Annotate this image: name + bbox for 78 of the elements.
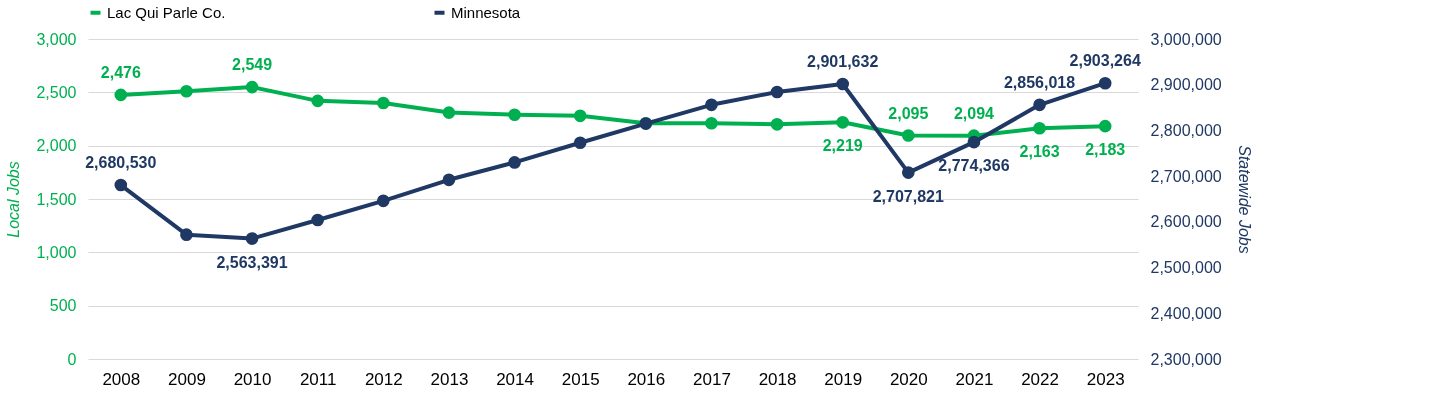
data-label: 2,183: [1085, 141, 1126, 159]
point: [901, 129, 915, 142]
data-label: 2,901,632: [807, 52, 879, 70]
point: [967, 135, 981, 149]
x-tick-label: 2015: [561, 369, 600, 389]
y2-tick-label: 2,800,000: [1150, 121, 1222, 139]
data-label: 2,549: [232, 56, 273, 74]
y-tick-label: 500: [49, 297, 77, 315]
point: [508, 108, 521, 122]
data-label: 2,774,366: [938, 157, 1010, 175]
point: [573, 109, 587, 123]
x-tick-label: 2011: [299, 369, 337, 389]
x-tick-label: 2020: [889, 369, 928, 389]
data-label: 2,707,821: [872, 187, 944, 205]
data-label: 2,094: [953, 104, 995, 122]
data-label: 2,563,391: [216, 253, 288, 271]
y-tick-label: 2,500: [36, 83, 77, 101]
y-tick-label: 1,000: [36, 243, 77, 261]
point: [705, 116, 718, 130]
y2-tick-label: 2,300,000: [1150, 350, 1222, 368]
y2-tick-label: 2,700,000: [1150, 167, 1222, 185]
point: [311, 94, 325, 108]
point: [836, 115, 850, 129]
point: [442, 106, 456, 119]
y2-tick-label: 2,400,000: [1150, 304, 1222, 322]
y2-tick-label: 2,600,000: [1150, 213, 1222, 231]
point: [770, 85, 784, 99]
y2-axis-title: Statewide Jobs: [1235, 145, 1253, 254]
data-label: 2,219: [822, 137, 863, 155]
point: [836, 77, 850, 91]
data-label: 2,476: [100, 63, 141, 81]
point: [376, 194, 390, 208]
data-label: 2,856,018: [1003, 73, 1076, 91]
x-tick-label: 2009: [168, 369, 206, 389]
point: [901, 166, 915, 179]
data-label: 2,163: [1019, 143, 1060, 161]
point: [245, 232, 259, 245]
point: [1033, 121, 1046, 135]
x-tick-label: 2018: [758, 369, 797, 389]
data-label: 2,095: [888, 104, 929, 122]
point: [573, 136, 587, 150]
point: [442, 173, 456, 187]
y2-tick-label: 2,500,000: [1150, 259, 1222, 277]
point: [705, 98, 718, 112]
point: [180, 228, 193, 241]
point: [508, 156, 521, 169]
x-tick-label: 2014: [496, 369, 534, 389]
x-tick-label: 2013: [430, 369, 469, 389]
point: [770, 118, 784, 131]
data-label: 2,903,264: [1069, 52, 1141, 70]
y-tick-label: 2,000: [36, 137, 77, 155]
x-tick-label: 2021: [955, 369, 994, 389]
y-tick-label: 3,000: [36, 30, 77, 48]
point: [245, 80, 259, 94]
x-tick-label: 2012: [364, 369, 403, 389]
point: [1098, 119, 1112, 133]
x-tick-label: 2019: [824, 369, 863, 389]
x-tick-label: 2023: [1086, 369, 1125, 389]
y-axis-title: Local Jobs: [5, 161, 23, 238]
legend-label: Minnesota: [451, 3, 521, 21]
x-tick-label: 2016: [627, 369, 666, 389]
x-tick-label: 2022: [1021, 369, 1059, 389]
point: [1098, 76, 1112, 90]
point: [114, 88, 128, 102]
legend-label: Lac Qui Parle Co.: [107, 3, 226, 21]
point: [311, 213, 325, 227]
x-tick-label: 2008: [102, 369, 141, 389]
point: [376, 96, 390, 110]
x-tick-label: 2010: [233, 369, 272, 389]
y2-tick-label: 3,000,000: [1150, 30, 1222, 48]
data-label: 2,680,530: [85, 154, 157, 172]
point: [114, 178, 128, 192]
y-tick-label: 1,500: [36, 190, 77, 208]
y-tick-label: 0: [67, 350, 77, 368]
y2-tick-label: 2,900,000: [1150, 76, 1222, 94]
point: [1033, 98, 1046, 112]
point: [180, 84, 193, 98]
x-tick-label: 2017: [693, 369, 731, 389]
